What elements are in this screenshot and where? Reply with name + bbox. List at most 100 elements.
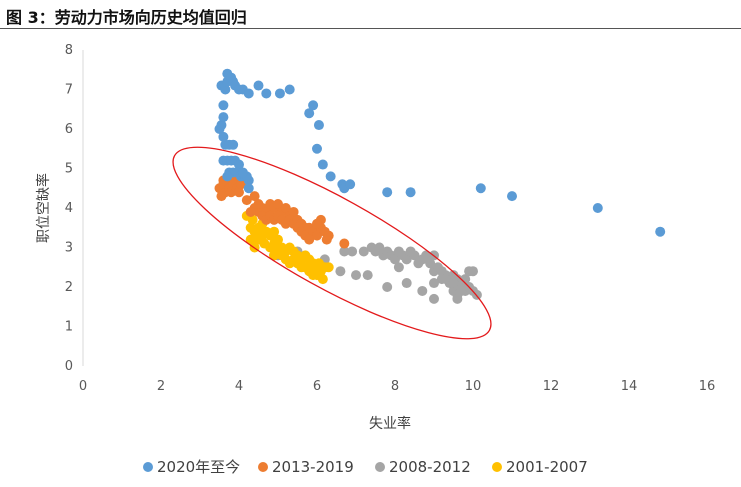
data-point <box>421 250 432 261</box>
data-point <box>249 191 260 202</box>
data-point <box>304 108 315 119</box>
data-point <box>216 191 227 202</box>
data-point <box>405 187 416 198</box>
data-point <box>592 203 603 213</box>
data-point <box>216 120 227 131</box>
data-point <box>452 293 463 304</box>
x-tick-label: 8 <box>391 379 399 394</box>
data-point <box>241 195 252 206</box>
title-divider <box>0 28 741 29</box>
data-point <box>253 199 264 210</box>
data-point <box>335 266 346 277</box>
data-point <box>655 226 666 237</box>
data-point <box>288 254 299 265</box>
y-tick-label: 8 <box>65 43 73 58</box>
figure-title: 图 3：劳动力市场向历史均值回归 <box>6 8 247 27</box>
data-point <box>243 183 254 194</box>
data-point <box>234 159 244 170</box>
data-point <box>448 278 459 289</box>
data-point <box>317 159 328 170</box>
data-point <box>257 230 268 241</box>
legend-label: 2020年至今 <box>157 458 240 476</box>
data-point <box>347 246 358 257</box>
x-tick-label: 0 <box>79 379 87 394</box>
data-point <box>247 214 258 225</box>
data-point <box>390 254 400 265</box>
data-point <box>362 270 373 281</box>
legend-marker <box>375 462 385 472</box>
y-axis-label: 职位空缺率 <box>35 173 52 243</box>
historical-trend-ellipse <box>172 146 492 340</box>
data-point <box>382 282 393 292</box>
data-point <box>269 226 280 237</box>
y-tick-label: 7 <box>65 83 73 98</box>
data-point <box>323 262 334 273</box>
data-point <box>460 274 471 285</box>
data-point <box>475 183 486 194</box>
data-point <box>245 234 256 245</box>
data-point <box>274 88 285 99</box>
y-tick-label: 2 <box>65 280 73 295</box>
data-point <box>237 167 248 178</box>
x-tick-label: 12 <box>543 379 560 394</box>
data-point <box>308 100 319 111</box>
data-point <box>284 84 295 95</box>
y-tick-label: 3 <box>65 241 73 256</box>
data-point <box>339 246 350 257</box>
y-tick-label: 0 <box>65 359 73 374</box>
data-point <box>313 120 324 131</box>
data-point <box>440 274 451 285</box>
data-point <box>253 80 264 91</box>
data-point <box>345 179 356 190</box>
x-tick-label: 4 <box>235 379 243 394</box>
data-point <box>468 266 478 277</box>
data-point <box>300 262 311 273</box>
data-point <box>235 179 246 190</box>
data-point <box>325 171 336 182</box>
legend: 2020年至今 2013-2019 2008-2012 2001-2007 <box>143 458 588 476</box>
data-point <box>382 187 393 198</box>
data-point <box>312 143 322 154</box>
x-tick-label: 6 <box>313 379 321 394</box>
x-tick-label: 16 <box>699 379 716 394</box>
x-tick-label: 2 <box>157 379 165 394</box>
x-tick-label: 14 <box>621 379 638 394</box>
data-point <box>222 171 233 182</box>
y-tick-label: 1 <box>65 320 73 335</box>
x-axis-ticks: 0 2 4 6 8 10 12 14 16 <box>79 379 715 394</box>
legend-label: 2008-2012 <box>389 458 471 476</box>
data-point <box>288 206 299 217</box>
data-points <box>214 68 666 304</box>
data-point <box>313 258 324 269</box>
legend-label: 2013-2019 <box>272 458 354 476</box>
data-point <box>218 112 229 123</box>
data-point <box>312 230 322 241</box>
x-tick-label: 10 <box>465 379 482 394</box>
data-point <box>234 187 244 198</box>
data-point <box>304 234 315 245</box>
data-point <box>261 88 272 99</box>
data-point <box>374 242 385 253</box>
data-point <box>228 139 239 150</box>
y-tick-label: 5 <box>65 162 73 177</box>
data-point <box>312 218 322 229</box>
data-point <box>280 203 291 213</box>
data-point <box>401 278 412 289</box>
x-axis-label: 失业率 <box>369 415 411 432</box>
legend-label: 2001-2007 <box>506 458 588 476</box>
data-point <box>429 293 439 304</box>
y-axis-ticks: 0 1 2 3 4 5 6 7 8 <box>65 43 73 374</box>
data-point <box>425 258 436 269</box>
legend-marker <box>258 462 268 472</box>
data-point <box>393 262 404 273</box>
data-point <box>243 88 254 99</box>
data-point <box>245 206 256 217</box>
data-point <box>507 191 517 202</box>
data-point <box>417 285 428 296</box>
data-point <box>273 199 283 210</box>
legend-marker <box>143 462 153 472</box>
legend-marker <box>492 462 502 472</box>
data-point <box>218 131 229 142</box>
data-point <box>220 84 231 95</box>
data-point <box>409 250 420 261</box>
